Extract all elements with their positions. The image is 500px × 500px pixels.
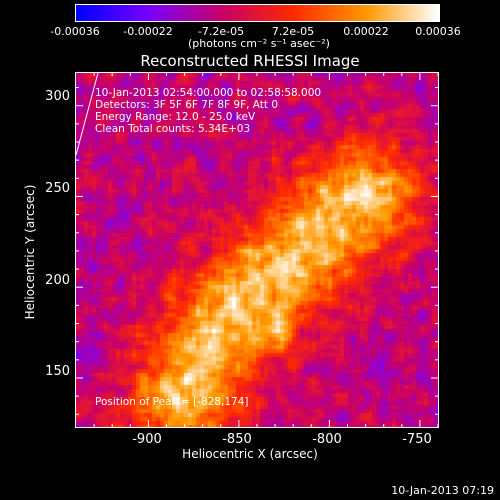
y-tick-label: 250: [45, 181, 70, 196]
x-axis-title: Heliocentric X (arcsec): [182, 447, 318, 461]
y-tick-label: 200: [45, 273, 70, 288]
colorbar-gradient: [76, 5, 439, 21]
x-tick-label: -800: [312, 432, 342, 447]
info-clean-counts: Clean Total counts: 5.34E+03: [95, 123, 251, 135]
colorbar-tick-label: 0.00022: [343, 25, 389, 38]
info-energy-range: Energy Range: 12.0 - 25.0 keV: [95, 111, 256, 123]
colorbar-tick-label: -7.2e-05: [197, 25, 245, 38]
x-tick-label: -850: [222, 432, 252, 447]
y-tick-label: 300: [45, 89, 70, 104]
colorbar-tick-label: -0.00022: [123, 25, 173, 38]
limb-line: [75, 72, 99, 156]
info-detectors: Detectors: 3F 5F 6F 7F 8F 9F, Att 0: [95, 99, 279, 111]
colorbar-tick-label: 7.2e-05: [271, 25, 315, 38]
x-tick-label: -750: [402, 432, 432, 447]
colorbar-tick-label: -0.00036: [50, 25, 100, 38]
heatmap-image: [76, 73, 438, 427]
info-time-range: 10-Jan-2013 02:54:00.000 to 02:58:58.000: [95, 87, 322, 99]
plot-area: [75, 72, 439, 428]
y-axis-title: Heliocentric Y (arcsec): [23, 184, 37, 320]
colorbar: [75, 4, 440, 22]
colorbar-tick-label: 0.00036: [415, 25, 461, 38]
y-tick-label: 150: [45, 364, 70, 379]
footer-date: 10-Jan-2013 07:19: [391, 484, 494, 497]
chart-title: Reconstructed RHESSI Image: [140, 52, 360, 70]
peak-position-label: Position of Peak = [-828,174]: [95, 396, 249, 408]
colorbar-units: (photons cm⁻² s⁻¹ asec⁻²): [188, 37, 330, 50]
x-tick-label: -900: [132, 432, 162, 447]
